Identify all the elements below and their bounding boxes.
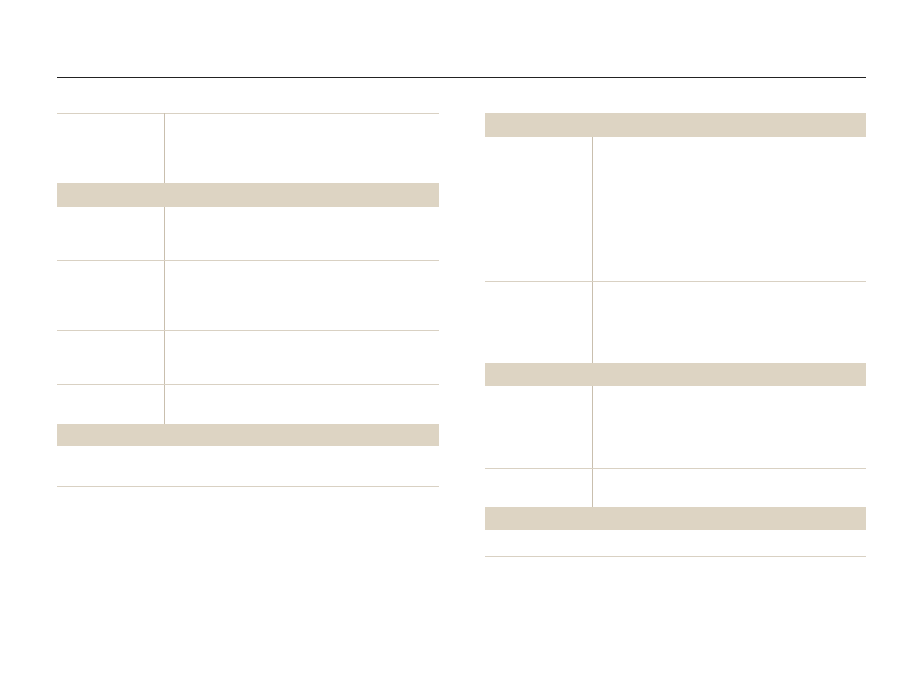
left-table [57, 113, 439, 487]
section-header [57, 183, 439, 207]
section-header [485, 113, 866, 137]
section-header [57, 424, 439, 446]
right-table [485, 113, 866, 557]
section-header [485, 507, 866, 530]
section-header [485, 363, 866, 386]
